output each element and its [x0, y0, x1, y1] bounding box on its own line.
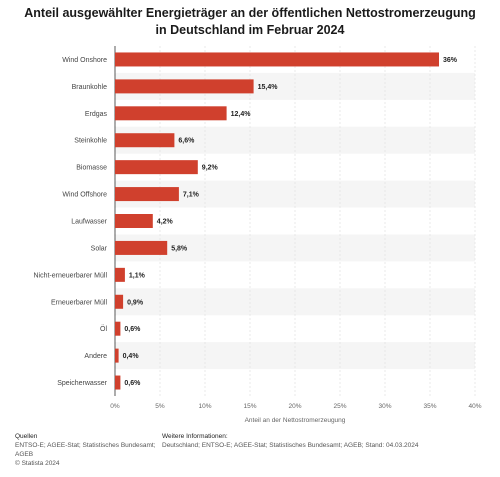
value-label: 0,4%: [123, 353, 140, 360]
x-tick-label: 35%: [423, 403, 436, 410]
value-label: 4,2%: [157, 219, 174, 226]
bar: [115, 79, 254, 94]
x-axis-title: Anteil an der Nettostromerzeugung: [245, 417, 346, 424]
bar: [115, 294, 124, 309]
value-label: 0,6%: [124, 326, 141, 333]
value-label: 9,2%: [202, 165, 219, 172]
value-label: 0,6%: [124, 380, 141, 387]
bar: [115, 160, 198, 175]
category-label: Braunkohle: [72, 84, 108, 91]
bar: [115, 240, 168, 255]
info-block: Weitere Informationen: Deutschland; ENTS…: [162, 432, 482, 450]
x-tick-label: 10%: [198, 403, 211, 410]
x-tick-label: 0%: [110, 403, 120, 410]
bar: [115, 133, 175, 148]
bar: [115, 321, 121, 336]
category-label: Erdgas: [85, 111, 108, 118]
category-label: Erneuerbarer Müll: [51, 299, 107, 306]
category-label: Nicht-erneuerbarer Müll: [33, 272, 107, 279]
sources-label: Quellen: [15, 433, 38, 440]
category-label: Wind Offshore: [62, 192, 107, 199]
x-tick-label: 15%: [243, 403, 256, 410]
bar: [115, 52, 439, 67]
category-label: Solar: [91, 245, 108, 252]
sources-text: ENTSO-E; AGEE-Stat; Statistisches Bundes…: [15, 442, 156, 458]
x-tick-label: 30%: [378, 403, 391, 410]
x-tick-label: 20%: [288, 403, 301, 410]
x-tick-label: 25%: [333, 403, 346, 410]
sources-block: Quellen ENTSO-E; AGEE-Stat; Statistische…: [15, 432, 165, 468]
category-label: Steinkohle: [74, 138, 107, 145]
bar: [115, 375, 121, 390]
info-text: Deutschland; ENTSO-E; AGEE-Stat; Statist…: [162, 442, 419, 449]
category-label: Biomasse: [76, 165, 107, 172]
value-label: 6,6%: [178, 138, 195, 145]
bar: [115, 348, 119, 363]
category-label: Laufwasser: [71, 219, 107, 226]
bar: [115, 214, 153, 228]
category-label: Speicherwasser: [57, 380, 107, 387]
category-label: Öl: [100, 325, 107, 333]
copyright-text: © Statista 2024: [15, 460, 60, 467]
x-tick-label: 40%: [468, 403, 481, 410]
info-label: Weitere Informationen:: [162, 433, 228, 440]
bar: [115, 267, 125, 282]
category-label: Wind Onshore: [62, 57, 107, 64]
bar: [115, 187, 179, 202]
value-label: 36%: [443, 57, 458, 64]
value-label: 7,1%: [183, 192, 200, 199]
value-label: 1,1%: [129, 272, 146, 279]
value-label: 0,9%: [127, 299, 144, 306]
chart-title: Anteil ausgewählter Energieträger an der…: [24, 6, 476, 37]
category-label: Andere: [84, 353, 107, 360]
value-label: 15,4%: [258, 84, 279, 91]
value-label: 12,4%: [231, 111, 252, 118]
bar: [115, 106, 227, 121]
x-tick-label: 5%: [155, 403, 165, 410]
value-label: 5,8%: [171, 245, 188, 252]
